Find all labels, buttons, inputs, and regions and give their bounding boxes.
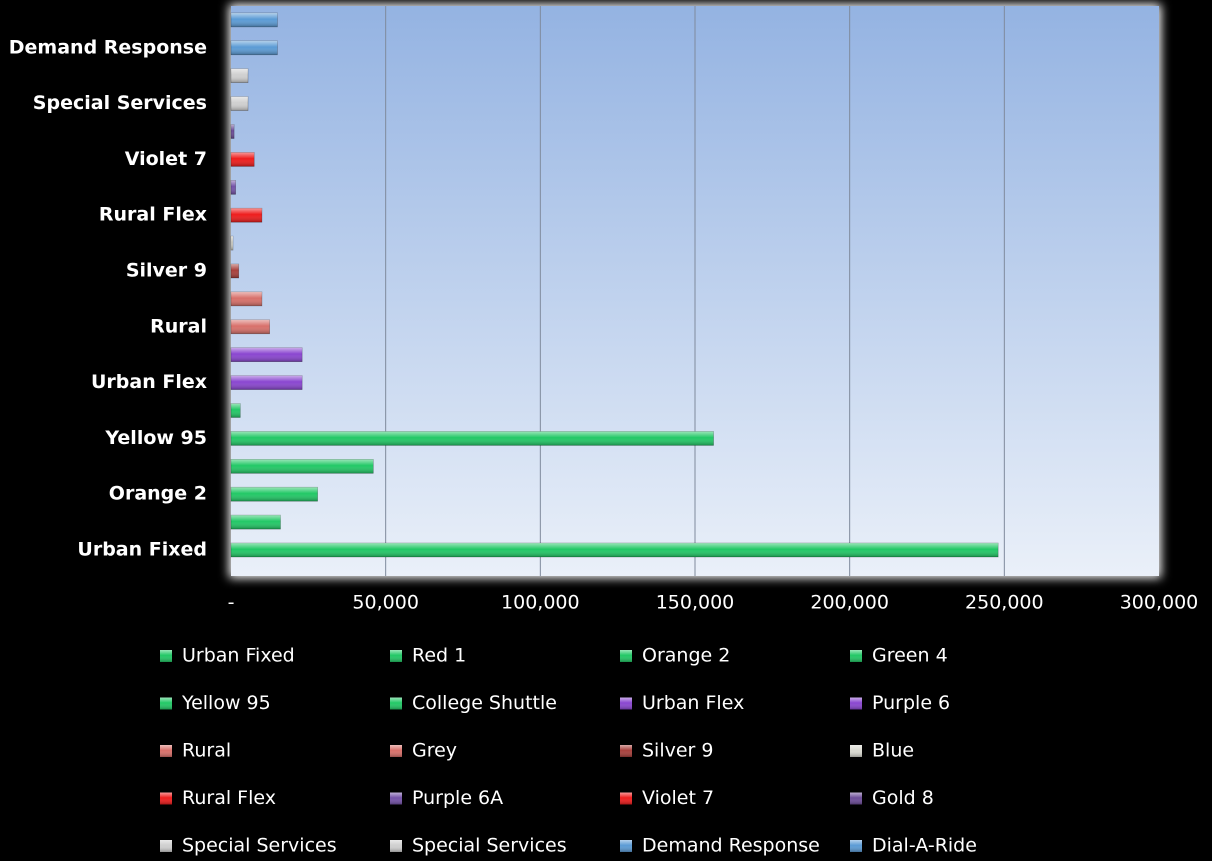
bar-shine bbox=[231, 68, 249, 83]
legend-label: Purple 6 bbox=[872, 692, 950, 714]
x-tick-label: 300,000 bbox=[1120, 592, 1199, 614]
bar-shine bbox=[231, 180, 236, 195]
bar-shine bbox=[231, 431, 714, 446]
legend-label: Special Services bbox=[182, 835, 337, 857]
x-tick-label: 100,000 bbox=[501, 592, 580, 614]
bar-shine bbox=[231, 12, 278, 27]
y-tick-label: Yellow 95 bbox=[104, 427, 207, 449]
legend-label: Green 4 bbox=[872, 645, 948, 667]
bar-shine bbox=[231, 459, 374, 474]
bar-shine bbox=[231, 40, 278, 55]
legend-label: College Shuttle bbox=[412, 692, 557, 714]
bar-shine bbox=[231, 208, 262, 223]
bar-shine bbox=[231, 487, 318, 502]
y-tick-label: Rural Flex bbox=[99, 204, 207, 226]
x-tick-label: 200,000 bbox=[810, 592, 889, 614]
legend-swatch-shine bbox=[620, 745, 632, 757]
y-tick-label: Rural bbox=[150, 315, 207, 337]
bar-shine bbox=[231, 403, 241, 418]
legend-swatch-shine bbox=[160, 697, 172, 710]
legend-label: Orange 2 bbox=[642, 645, 730, 667]
bar-shine bbox=[231, 236, 233, 251]
legend-label: Rural Flex bbox=[182, 787, 276, 809]
bar-shine bbox=[231, 152, 255, 167]
y-tick-label: Silver 9 bbox=[126, 260, 207, 282]
legend-swatch-shine bbox=[850, 745, 862, 757]
legend-swatch-shine bbox=[160, 792, 172, 805]
legend-label: Urban Flex bbox=[642, 692, 744, 714]
bar-shine bbox=[231, 124, 235, 139]
legend-label: Grey bbox=[412, 740, 457, 762]
bar-shine bbox=[231, 347, 303, 362]
legend-label: Violet 7 bbox=[642, 787, 714, 809]
legend-swatch-shine bbox=[390, 697, 402, 710]
legend-swatch-shine bbox=[850, 697, 862, 710]
legend-swatch-shine bbox=[850, 792, 862, 805]
legend-swatch-shine bbox=[620, 792, 632, 805]
x-tick-label: 50,000 bbox=[352, 592, 418, 614]
legend-swatch-shine bbox=[390, 792, 402, 805]
legend-label: Dial-A-Ride bbox=[872, 835, 977, 857]
legend-swatch-shine bbox=[390, 650, 402, 662]
legend-swatch-shine bbox=[390, 840, 402, 852]
legend-swatch-shine bbox=[620, 840, 632, 852]
legend-label: Demand Response bbox=[642, 835, 820, 857]
y-tick-label: Special Services bbox=[33, 92, 207, 114]
legend-swatch-shine bbox=[160, 650, 172, 662]
legend-swatch-shine bbox=[850, 650, 862, 662]
legend-swatch-shine bbox=[390, 745, 402, 757]
bar-shine bbox=[231, 375, 303, 390]
legend-label: Urban Fixed bbox=[182, 645, 295, 667]
y-tick-label: Violet 7 bbox=[125, 148, 207, 170]
legend-label: Gold 8 bbox=[872, 787, 934, 809]
x-tick-label: - bbox=[228, 592, 235, 614]
y-tick-label: Orange 2 bbox=[109, 483, 207, 505]
legend-label: Purple 6A bbox=[412, 787, 503, 809]
legend-label: Yellow 95 bbox=[181, 692, 271, 714]
legend-label: Rural bbox=[182, 740, 231, 762]
y-tick-label: Urban Fixed bbox=[77, 539, 207, 561]
legend-label: Red 1 bbox=[412, 645, 466, 667]
legend-swatch-shine bbox=[160, 745, 172, 757]
legend-label: Blue bbox=[872, 740, 914, 762]
legend-swatch-shine bbox=[620, 650, 632, 662]
bar-shine bbox=[231, 96, 249, 111]
legend-label: Special Services bbox=[412, 835, 567, 857]
bar-shine bbox=[231, 319, 270, 334]
legend-swatch-shine bbox=[620, 697, 632, 710]
y-tick-label: Demand Response bbox=[9, 36, 207, 58]
x-tick-label: 250,000 bbox=[965, 592, 1044, 614]
bar-shine bbox=[231, 515, 281, 530]
legend-swatch-shine bbox=[160, 840, 172, 852]
legend-label: Silver 9 bbox=[642, 740, 714, 762]
x-tick-label: 150,000 bbox=[656, 592, 735, 614]
y-tick-label: Urban Flex bbox=[91, 371, 207, 393]
bar-shine bbox=[231, 264, 239, 278]
bar-shine bbox=[231, 543, 999, 557]
legend-swatch-shine bbox=[850, 840, 862, 852]
bar-shine bbox=[231, 291, 262, 306]
